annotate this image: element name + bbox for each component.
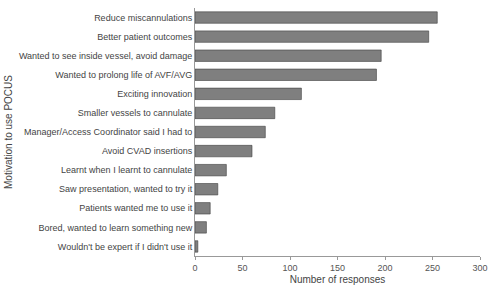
svg-text:Smaller vessels to cannulate: Smaller vessels to cannulate [78,108,193,118]
svg-text:100: 100 [282,263,297,273]
svg-text:Wanted to prolong life of AVF/: Wanted to prolong life of AVF/AVG [55,70,192,80]
svg-text:Learnt when I learnt to cannul: Learnt when I learnt to cannulate [61,165,192,175]
svg-text:150: 150 [330,263,345,273]
svg-text:Manager/Access Coordinator sai: Manager/Access Coordinator said I had to [24,127,192,137]
svg-text:250: 250 [425,263,440,273]
svg-text:Avoid CVAD insertions: Avoid CVAD insertions [102,146,193,156]
svg-text:Saw presentation, wanted to tr: Saw presentation, wanted to try it [59,184,193,194]
svg-text:0: 0 [192,263,197,273]
svg-text:Wanted to see inside vessel, a: Wanted to see inside vessel, avoid damag… [19,51,192,61]
svg-text:Bored, wanted to learn somethi: Bored, wanted to learn something new [39,223,193,233]
svg-text:200: 200 [377,263,392,273]
svg-text:Patients wanted me to use it: Patients wanted me to use it [79,203,193,213]
svg-text:Wouldn't be expert if I didn't: Wouldn't be expert if I didn't use it [58,242,193,252]
svg-text:Number of responses: Number of responses [290,274,386,285]
svg-text:50: 50 [237,263,247,273]
svg-text:Motivation to use POCUS: Motivation to use POCUS [3,75,14,189]
svg-text:Reduce miscannulations: Reduce miscannulations [94,13,193,23]
svg-text:Exciting innovation: Exciting innovation [117,89,192,99]
svg-text:Better patient outcomes: Better patient outcomes [97,32,193,42]
svg-text:300: 300 [472,263,487,273]
